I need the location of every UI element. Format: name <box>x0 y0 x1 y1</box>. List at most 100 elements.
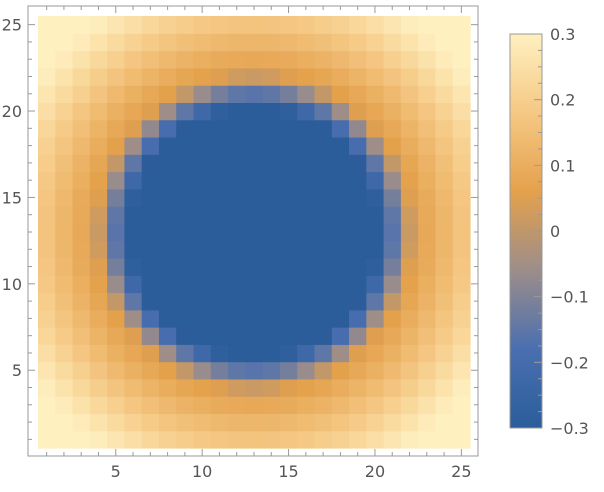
heatmap-cell <box>366 257 385 276</box>
heatmap-cell <box>400 16 419 34</box>
heatmap-cell <box>331 16 350 34</box>
heatmap-cell <box>55 361 74 380</box>
heatmap-cell <box>107 33 125 52</box>
heatmap-cell <box>331 154 350 173</box>
heatmap-cell <box>176 257 195 276</box>
heatmap-cell <box>418 413 437 432</box>
heatmap-cell <box>245 378 264 397</box>
heatmap-cell <box>107 309 125 328</box>
heatmap-cell <box>349 327 367 345</box>
heatmap-cell <box>245 396 264 415</box>
heatmap-cell <box>383 430 402 449</box>
heatmap-cell <box>245 67 264 86</box>
heatmap-cell <box>245 240 264 259</box>
heatmap-cell <box>366 275 385 294</box>
heatmap-cell <box>262 119 281 138</box>
heatmap-cell <box>210 16 229 34</box>
heatmap-cell <box>158 396 177 415</box>
heatmap-cell <box>245 171 264 190</box>
heatmap-cell <box>89 136 108 155</box>
heatmap-cell <box>349 396 367 415</box>
heatmap-cell <box>55 413 74 432</box>
heatmap-cell <box>176 344 195 363</box>
heatmap-cell <box>176 136 195 155</box>
heatmap-cell <box>124 292 143 311</box>
heatmap-cell <box>366 67 385 86</box>
heatmap-cell <box>279 119 298 138</box>
heatmap-cell <box>158 16 177 34</box>
heatmap-cell <box>400 67 419 86</box>
heatmap-cell <box>383 136 402 155</box>
heatmap-cell <box>107 50 125 69</box>
heatmap-cell <box>107 206 125 224</box>
heatmap-cell <box>349 119 367 138</box>
heatmap-cell <box>418 275 437 294</box>
heatmap-cell <box>452 154 471 173</box>
heatmap-cell <box>400 327 419 345</box>
heatmap-cell <box>158 223 177 242</box>
heatmap-cell <box>435 223 454 242</box>
heatmap-cell <box>349 344 367 363</box>
heatmap-cell <box>435 275 454 294</box>
heatmap-cell <box>279 223 298 242</box>
heatmap-cell <box>435 206 454 224</box>
heatmap-cell <box>349 257 367 276</box>
heatmap-cell <box>452 413 471 432</box>
heatmap-cell <box>89 275 108 294</box>
heatmap-cell <box>366 292 385 311</box>
heatmap-cell <box>158 136 177 155</box>
heatmap-cell <box>262 344 281 363</box>
heatmap-cell <box>262 430 281 449</box>
heatmap-cell <box>383 309 402 328</box>
heatmap-cell <box>141 136 160 155</box>
heatmap-cell <box>400 430 419 449</box>
heatmap-cell <box>124 85 143 103</box>
heatmap-cell <box>228 413 246 432</box>
heatmap-cell <box>245 413 264 432</box>
heatmap-cell <box>349 240 367 259</box>
heatmap-cell <box>141 67 160 86</box>
heatmap-cell <box>297 85 316 103</box>
heatmap-cell <box>158 188 177 207</box>
heatmap-cell <box>141 292 160 311</box>
heatmap-cell <box>331 396 350 415</box>
heatmap-cell <box>349 309 367 328</box>
heatmap-cell <box>89 344 108 363</box>
heatmap-cell <box>38 33 56 52</box>
heatmap-cell <box>228 136 246 155</box>
heatmap-cell <box>452 136 471 155</box>
heatmap-cell <box>331 257 350 276</box>
heatmap-cell <box>193 275 212 294</box>
heatmap-cell <box>331 344 350 363</box>
heatmap-cell <box>331 67 350 86</box>
heatmap-cell <box>158 33 177 52</box>
heatmap-cell <box>141 50 160 69</box>
heatmap-cell <box>279 309 298 328</box>
heatmap-cell <box>331 378 350 397</box>
heatmap-cell <box>210 85 229 103</box>
heatmap-cell <box>435 361 454 380</box>
heatmap-cell <box>124 430 143 449</box>
heatmap-cell <box>228 275 246 294</box>
heatmap-cell <box>262 309 281 328</box>
heatmap-cell <box>55 309 74 328</box>
heatmap-cell <box>383 292 402 311</box>
heatmap-cell <box>297 396 316 415</box>
heatmap-cell <box>158 361 177 380</box>
heatmap-cell <box>141 396 160 415</box>
heatmap-cell <box>452 206 471 224</box>
heatmap-cell <box>245 275 264 294</box>
heatmap-cell <box>210 154 229 173</box>
heatmap-cell <box>72 257 91 276</box>
heatmap-cell <box>158 378 177 397</box>
heatmap-cell <box>210 292 229 311</box>
heatmap-cell <box>262 413 281 432</box>
heatmap-cell <box>331 206 350 224</box>
x-tick-label: 15 <box>278 462 298 481</box>
heatmap-cell <box>72 292 91 311</box>
heatmap-cell <box>124 240 143 259</box>
heatmap-cell <box>245 309 264 328</box>
heatmap-cell <box>418 102 437 121</box>
heatmap-cell <box>158 257 177 276</box>
heatmap-cell <box>314 50 333 69</box>
